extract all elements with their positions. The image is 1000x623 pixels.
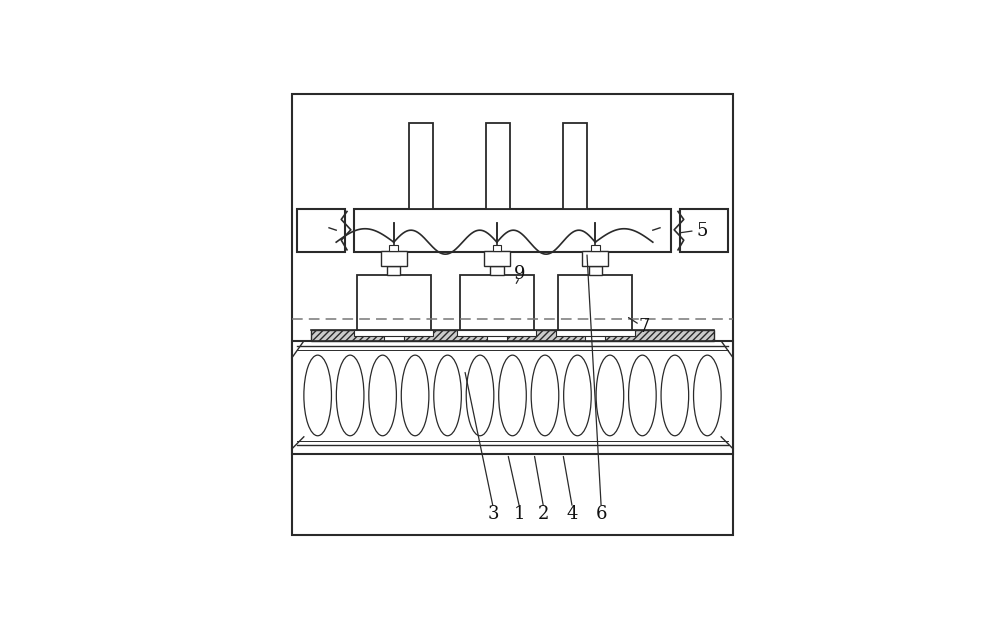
Bar	[311, 330, 714, 341]
Bar	[487, 330, 507, 341]
Bar	[486, 123, 510, 209]
Text: 7: 7	[639, 318, 650, 336]
Bar	[582, 251, 608, 265]
Bar	[460, 275, 534, 330]
Ellipse shape	[596, 355, 624, 435]
Ellipse shape	[466, 355, 494, 435]
Bar	[384, 330, 404, 341]
Bar	[357, 275, 431, 330]
Bar	[589, 265, 602, 275]
Bar	[680, 209, 728, 252]
Bar	[556, 330, 635, 336]
Bar	[591, 245, 600, 251]
Ellipse shape	[694, 355, 721, 435]
Bar	[558, 275, 632, 330]
Ellipse shape	[499, 355, 526, 435]
Ellipse shape	[629, 355, 656, 435]
Bar	[585, 330, 605, 341]
Bar	[292, 341, 733, 454]
Text: 3: 3	[488, 505, 499, 523]
Ellipse shape	[401, 355, 429, 435]
Text: 4: 4	[567, 505, 578, 523]
Text: 2: 2	[538, 505, 549, 523]
Ellipse shape	[434, 355, 461, 435]
Bar	[387, 265, 400, 275]
Bar	[297, 209, 345, 252]
Text: 9: 9	[514, 265, 525, 283]
Bar	[354, 209, 671, 252]
Bar	[484, 251, 510, 265]
Ellipse shape	[531, 355, 559, 435]
Bar	[389, 245, 398, 251]
Text: 6: 6	[595, 505, 607, 523]
Ellipse shape	[336, 355, 364, 435]
Text: 1: 1	[514, 505, 525, 523]
Bar	[457, 330, 536, 336]
Bar	[493, 245, 501, 251]
Bar	[409, 123, 433, 209]
Ellipse shape	[304, 355, 331, 435]
Ellipse shape	[369, 355, 396, 435]
Text: 5: 5	[696, 222, 708, 240]
Bar	[490, 265, 504, 275]
Ellipse shape	[564, 355, 591, 435]
Bar	[354, 330, 433, 336]
Bar	[563, 123, 587, 209]
Ellipse shape	[661, 355, 689, 435]
Bar	[381, 251, 407, 265]
